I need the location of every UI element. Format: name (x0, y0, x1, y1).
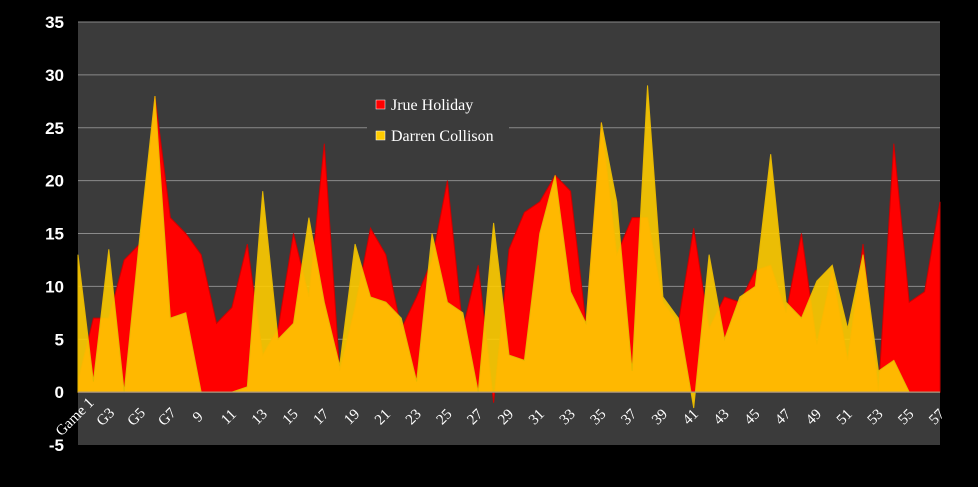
y-tick-label: 15 (45, 225, 64, 244)
y-tick-label: 5 (55, 330, 64, 349)
y-axis: -5 0 5 10 15 20 25 30 35 (45, 13, 64, 455)
y-tick-label: 30 (45, 66, 64, 85)
legend-box (367, 92, 509, 154)
legend-label: Jrue Holiday (391, 97, 473, 114)
y-tick-label: 0 (55, 383, 64, 402)
y-tick-label: -5 (49, 436, 64, 455)
legend: Jrue Holiday Darren Collison (367, 92, 509, 154)
y-tick-label: 10 (45, 277, 64, 296)
legend-swatch (375, 99, 386, 110)
y-tick-label: 25 (45, 119, 64, 138)
legend-swatch (375, 130, 386, 141)
y-tick-label: 35 (45, 13, 64, 32)
legend-label: Darren Collison (391, 128, 494, 145)
y-tick-label: 20 (45, 172, 64, 191)
